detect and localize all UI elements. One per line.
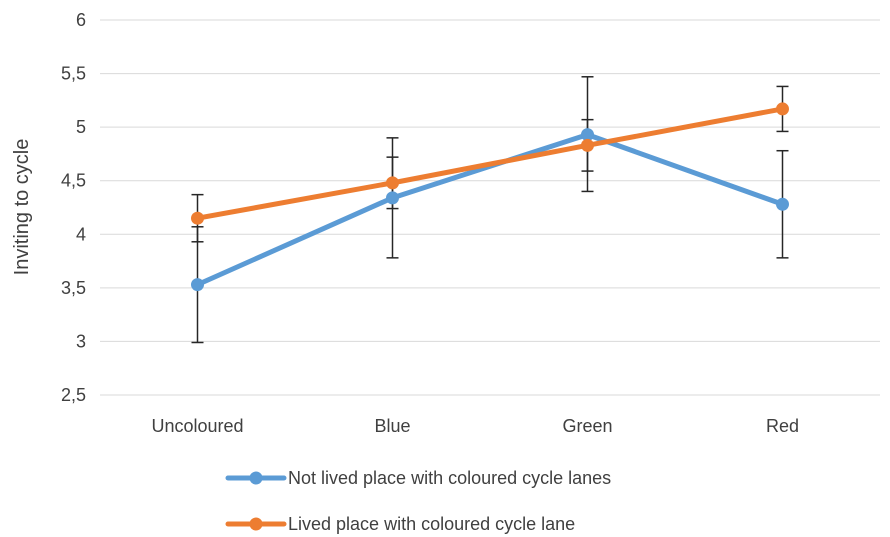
series-lines [195,106,785,288]
legend-swatch-marker [249,517,263,531]
y-tick-label: 4 [76,224,86,244]
x-tick-labels: Uncoloured Blue Green Red [151,416,799,436]
y-tick-label: 5,5 [61,64,86,84]
legend-swatch-marker [249,471,263,485]
x-tick-label: Uncoloured [151,416,243,436]
data-point [191,278,204,292]
y-tick-label: 6 [76,10,86,30]
x-tick-label: Blue [374,416,410,436]
legend-entry: Lived place with coloured cycle lane [225,514,575,534]
data-point [386,176,399,190]
x-tick-label: Red [766,416,799,436]
y-tick-label: 4,5 [61,171,86,191]
y-tick-label: 3 [76,331,86,351]
data-point [776,102,789,116]
data-point [581,138,594,152]
legend-entry: Not lived place with coloured cycle lane… [225,468,611,488]
series-line-0 [195,132,785,288]
error-bars [191,76,789,344]
data-point [776,197,789,211]
series-line-1 [195,106,785,221]
y-tick-labels: 2,5 3 3,5 4 4,5 5 5,5 6 [61,10,86,405]
y-tick-label: 5 [76,117,86,137]
data-point [581,128,594,142]
gridlines [100,19,880,396]
data-points [191,102,789,292]
legend-label: Not lived place with coloured cycle lane… [288,468,611,488]
data-point [386,191,399,205]
legend: Not lived place with coloured cycle lane… [225,468,611,534]
legend-label: Lived place with coloured cycle lane [288,514,575,534]
x-tick-label: Green [562,416,612,436]
y-tick-label: 3,5 [61,278,86,298]
y-axis-title: Inviting to cycle [11,139,33,276]
data-point [191,211,204,225]
y-tick-label: 2,5 [61,385,86,405]
